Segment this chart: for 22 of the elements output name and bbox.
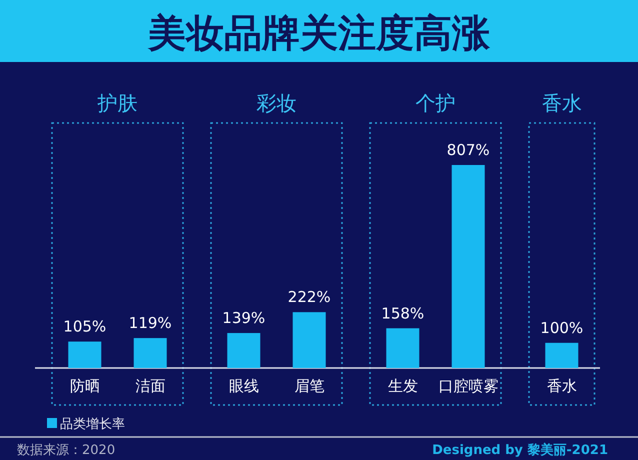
- data-label: 158%: [381, 304, 424, 322]
- x-tick-label: 眼线: [228, 377, 259, 395]
- data-label: 105%: [63, 318, 106, 336]
- chart-title: 香水: [542, 91, 582, 115]
- data-label: 139%: [222, 309, 266, 328]
- chart-title: 个护: [416, 91, 456, 115]
- data-label: 119%: [128, 314, 172, 332]
- x-tick-label: 香水: [546, 377, 577, 395]
- legend-label: 品类增长率: [60, 416, 125, 432]
- x-tick-label: 眉笔: [294, 377, 324, 395]
- data-label: 222%: [288, 288, 331, 306]
- data-label: 100%: [540, 318, 584, 337]
- data-label: 807%: [446, 141, 490, 159]
- x-tick-label: 生发: [388, 377, 418, 395]
- chart-title: 护肤: [96, 91, 138, 115]
- x-tick-label: 防晒: [70, 377, 100, 395]
- chart-title: 彩妆: [256, 91, 296, 115]
- x-tick-label: 口腔喷雾: [438, 377, 498, 395]
- text: Designed by 黎美丽-2021: [432, 442, 608, 458]
- source-note: 数据来源：2020: [17, 443, 116, 458]
- text: 美妆品牌关注度高涨: [147, 11, 491, 55]
- x-tick-label: 洁面: [135, 377, 166, 395]
